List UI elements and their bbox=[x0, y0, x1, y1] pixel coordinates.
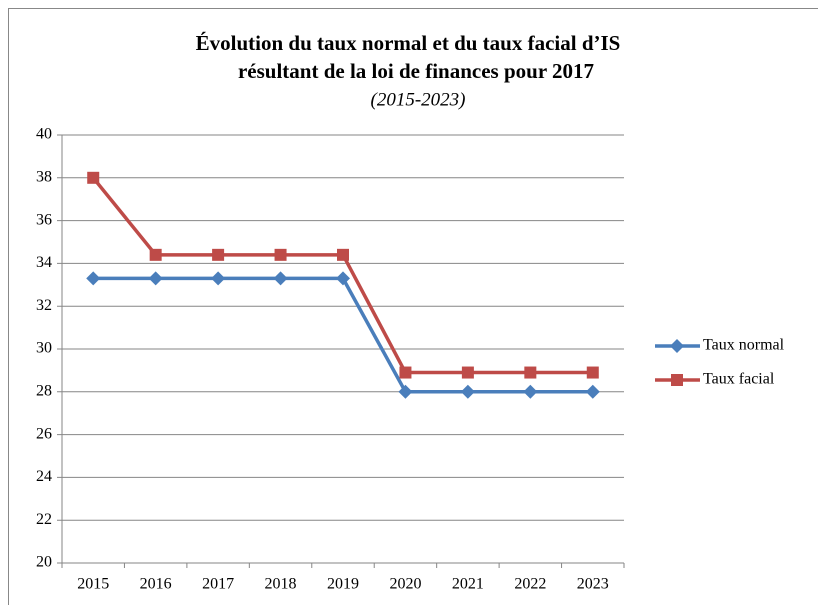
marker bbox=[273, 271, 288, 286]
marker bbox=[274, 248, 287, 261]
marker bbox=[149, 248, 162, 261]
y-tick-label: 24 bbox=[36, 468, 52, 485]
marker bbox=[336, 271, 350, 286]
marker bbox=[212, 248, 225, 261]
marker bbox=[337, 248, 349, 261]
x-tick-label: 2019 bbox=[327, 576, 359, 593]
y-tick-label: 40 bbox=[36, 126, 52, 143]
chart-frame bbox=[8, 8, 818, 605]
chart-subtitle: (2015-2023) bbox=[371, 89, 466, 110]
legend-label: Taux normal bbox=[703, 337, 785, 354]
y-tick-label: 28 bbox=[36, 382, 52, 399]
chart-title: Évolution du taux normal et du taux faci… bbox=[196, 31, 621, 55]
x-tick-label: 2020 bbox=[389, 576, 421, 593]
legend-marker bbox=[671, 374, 683, 386]
marker bbox=[148, 271, 163, 286]
legend-label: Taux facial bbox=[703, 371, 775, 388]
x-tick-label: 2018 bbox=[265, 576, 297, 593]
x-tick-label: 2016 bbox=[140, 576, 172, 593]
legend-marker bbox=[670, 339, 684, 353]
y-tick-label: 26 bbox=[36, 425, 52, 442]
marker bbox=[86, 271, 101, 286]
marker bbox=[523, 384, 538, 399]
marker bbox=[460, 384, 475, 399]
marker bbox=[461, 366, 474, 379]
x-tick-label: 2015 bbox=[77, 576, 109, 593]
x-tick-label: 2017 bbox=[202, 576, 234, 593]
y-tick-label: 30 bbox=[36, 340, 52, 357]
chart-title: résultant de la loi de finances pour 201… bbox=[238, 59, 594, 83]
series-line bbox=[93, 276, 593, 394]
x-tick-label: 2022 bbox=[514, 576, 546, 593]
y-tick-label: 22 bbox=[36, 511, 52, 528]
x-tick-label: 2021 bbox=[452, 576, 484, 593]
marker bbox=[398, 384, 413, 399]
marker bbox=[399, 366, 412, 379]
y-tick-label: 36 bbox=[36, 211, 52, 228]
marker bbox=[87, 171, 100, 184]
y-tick-label: 20 bbox=[36, 554, 52, 571]
marker bbox=[524, 366, 537, 379]
x-tick-label: 2023 bbox=[577, 576, 609, 593]
marker bbox=[585, 384, 600, 399]
y-tick-label: 32 bbox=[36, 297, 52, 314]
marker bbox=[586, 366, 599, 379]
marker bbox=[211, 271, 226, 286]
y-tick-label: 34 bbox=[36, 254, 52, 271]
y-tick-label: 38 bbox=[36, 168, 52, 185]
